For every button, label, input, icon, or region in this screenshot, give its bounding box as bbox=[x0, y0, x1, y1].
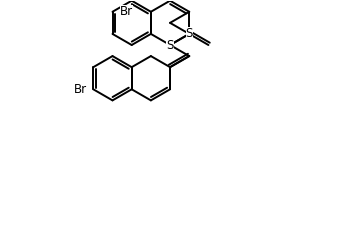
Text: S: S bbox=[166, 39, 174, 51]
Text: S: S bbox=[186, 27, 193, 40]
Text: Br: Br bbox=[74, 83, 87, 96]
Text: Br: Br bbox=[120, 5, 133, 18]
